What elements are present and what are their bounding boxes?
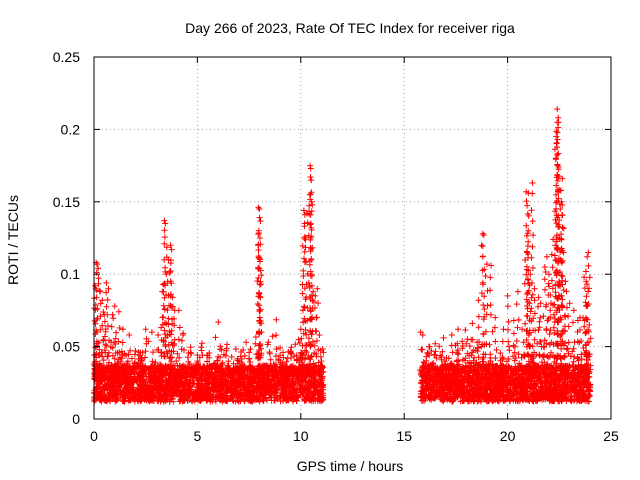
x-axis-label: GPS time / hours (297, 458, 404, 474)
x-tick-label: 15 (396, 428, 412, 444)
y-axis-label: ROTI / TECUs (5, 195, 21, 285)
x-tick-label: 5 (194, 428, 202, 444)
data-points (91, 106, 594, 405)
y-tick-labels: 0 0.05 0.1 0.15 0.2 0.25 (53, 49, 80, 427)
y-tick-label: 0.05 (53, 339, 80, 355)
x-tick-label: 0 (90, 428, 98, 444)
roti-marker-group (523, 106, 594, 375)
grid-layer (94, 57, 611, 419)
y-tick-label: 0.1 (61, 266, 81, 282)
x-tick-label: 25 (603, 428, 619, 444)
axis-ticks (93, 56, 612, 420)
y-tick-label: 0.2 (61, 121, 81, 137)
plot-frame (93, 56, 612, 420)
x-tick-label: 20 (500, 428, 516, 444)
y-tick-label: 0.15 (53, 194, 80, 210)
y-tick-label: 0.25 (53, 49, 80, 65)
roti-marker-group (168, 162, 532, 375)
chart-title: Day 266 of 2023, Rate Of TEC Index for r… (185, 20, 515, 36)
x-tick-labels: 0 5 10 15 20 25 (90, 428, 619, 444)
y-tick-label: 0 (72, 411, 80, 427)
x-tick-label: 10 (293, 428, 309, 444)
